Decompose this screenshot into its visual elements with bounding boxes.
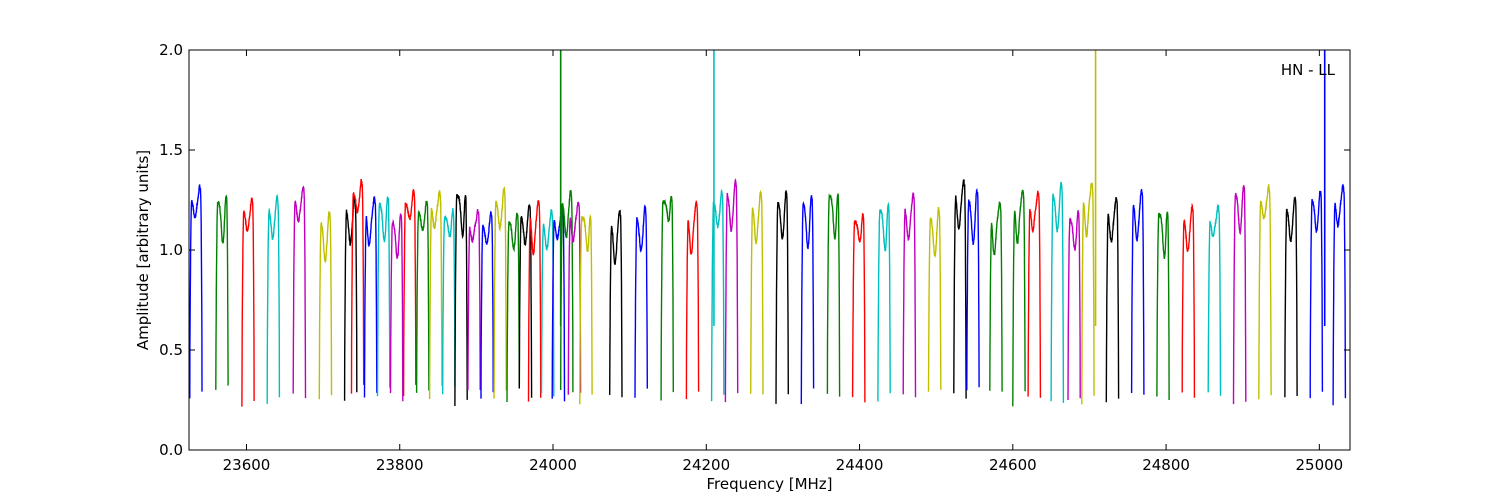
- y-tick-label: 0.5: [159, 341, 183, 359]
- channel-series-line: [1012, 189, 1026, 407]
- y-axis: 0.0 0.5 1.0 1.5 2.0: [159, 41, 1350, 459]
- channel-series-line: [215, 194, 229, 390]
- channel-series-line: [560, 190, 574, 393]
- channel-series-line: [1105, 197, 1120, 403]
- channel-series-line: [292, 185, 307, 399]
- channel-series-line: [1232, 185, 1247, 405]
- y-tick-label: 0.0: [159, 441, 183, 459]
- channel-series-line: [800, 195, 815, 405]
- channel-series-line: [350, 178, 365, 394]
- channel-series-line: [363, 196, 378, 398]
- series-layer: [189, 50, 1347, 407]
- channel-series-line: [1284, 196, 1298, 398]
- channel-series-line: [1332, 183, 1347, 406]
- channel-series-line: [1207, 203, 1222, 396]
- channel-series-line: [454, 193, 468, 407]
- channel-series-line: [428, 190, 443, 400]
- x-axis-label: Frequency [MHz]: [706, 475, 832, 493]
- channel-series-line: [851, 213, 866, 403]
- channel-series-line: [1050, 181, 1065, 403]
- x-tick-label: 24800: [1142, 456, 1190, 474]
- channel-series-line: [527, 200, 542, 402]
- channel-series-line: [660, 195, 674, 401]
- x-tick-label: 23800: [376, 456, 424, 474]
- channel-series-line: [877, 201, 891, 402]
- channel-series-line: [318, 211, 333, 400]
- channel-series-line: [750, 189, 764, 395]
- channel-series-line: [989, 201, 1003, 392]
- x-tick-label: 24000: [529, 456, 577, 474]
- channel-series-line: [567, 200, 582, 395]
- channel-series-line: [1156, 211, 1170, 401]
- y-tick-label: 2.0: [159, 41, 183, 59]
- channel-series-line: [376, 196, 391, 397]
- channel-series-line: [1258, 184, 1272, 400]
- channel-series-line: [343, 195, 358, 401]
- x-tick-label: 24200: [682, 456, 730, 474]
- channel-series-line: [685, 200, 700, 400]
- channel-series-line: [609, 209, 623, 398]
- channel-series-line: [467, 209, 481, 391]
- channel-series-line: [579, 214, 593, 405]
- channel-series-line: [402, 188, 417, 397]
- channel-series-line: [826, 193, 841, 397]
- x-tick-label: 24600: [989, 456, 1037, 474]
- channel-series-line: [953, 179, 967, 399]
- x-tick-label: 25000: [1295, 456, 1343, 474]
- channel-series-line: [241, 197, 255, 407]
- plot-area: [188, 49, 1351, 451]
- channel-series-line: [902, 192, 917, 398]
- y-axis-label: Amplitude [arbitrary units]: [134, 150, 152, 350]
- channel-series-line: [634, 204, 648, 398]
- channel-series-line: [415, 200, 430, 393]
- x-tick-label: 23600: [223, 456, 271, 474]
- channel-series-line: [389, 213, 404, 402]
- channel-series-line: [724, 178, 739, 403]
- channel-series-line: [540, 209, 555, 397]
- channel-series-line: [1181, 202, 1196, 398]
- channel-series-line: [518, 203, 533, 398]
- channel-series-line: [1027, 190, 1042, 398]
- x-tick-label: 24400: [836, 456, 884, 474]
- channel-series-line: [927, 207, 942, 392]
- channel-series-line: [493, 185, 507, 399]
- channel-series-line: [1081, 182, 1095, 405]
- y-tick-label: 1.5: [159, 141, 183, 159]
- channel-series-line: [1309, 190, 1324, 399]
- channel-series-line: [966, 188, 980, 391]
- channel-series-line: [266, 194, 281, 404]
- channel-series-line: [480, 211, 494, 399]
- annotation-label: HN - LL: [1281, 61, 1336, 79]
- channel-series-line: [442, 208, 456, 395]
- channel-series-line: [189, 184, 203, 399]
- channel-series-line: [1130, 189, 1145, 395]
- y-tick-label: 1.0: [159, 241, 183, 259]
- x-axis: 23600 23800 24000 24200 24400 24600 24800 25000: [223, 50, 1343, 474]
- channel-series-line: [775, 190, 789, 404]
- channel-series-line: [506, 212, 520, 403]
- channel-series-line: [1067, 210, 1081, 401]
